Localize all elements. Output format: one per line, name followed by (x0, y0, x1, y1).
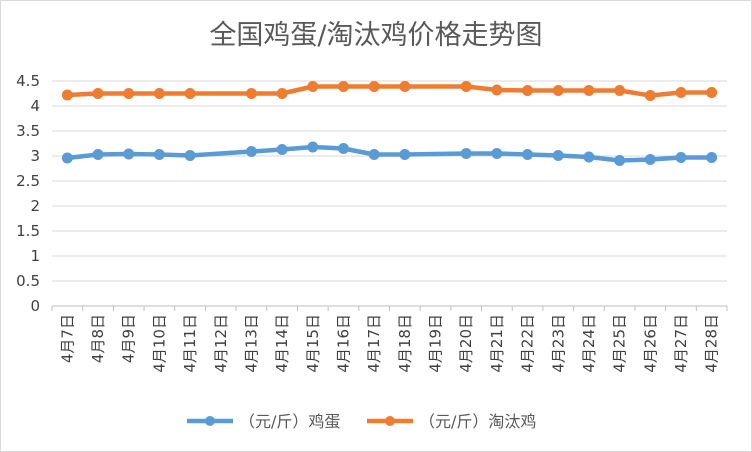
y-tick-label: 1 (30, 247, 40, 265)
x-tick-label: 4月19日 (427, 314, 445, 373)
data-point (153, 88, 165, 99)
data-point (368, 149, 380, 160)
data-point (583, 151, 595, 163)
legend-marker (205, 416, 215, 426)
data-point (245, 88, 257, 99)
x-tick-label: 4月7日 (58, 314, 76, 363)
data-point (337, 143, 349, 154)
legend-label: （元/斤）鸡蛋 (239, 412, 340, 431)
data-point (61, 152, 73, 164)
y-tick-label: 2.5 (16, 172, 40, 190)
x-tick-label: 4月28日 (703, 314, 721, 373)
data-point (92, 149, 104, 160)
legend-item: （元/斤）鸡蛋 (187, 412, 340, 431)
x-tick-label: 4月23日 (549, 314, 567, 373)
data-point (123, 88, 135, 99)
legend-label: （元/斤）淘汰鸡 (419, 412, 536, 431)
x-tick-label: 4月15日 (304, 314, 322, 373)
x-tick-label: 4月11日 (181, 314, 199, 373)
data-point (644, 90, 656, 101)
data-point (184, 150, 196, 161)
axes: 0 0.5 1 1.5 2 2.5 3 3.5 4 4.5 4月7日 4月8日 4月9日 4月10日 4月1… (16, 72, 728, 373)
x-tick-label: 4月20日 (457, 314, 475, 373)
x-tick-label: 4月18日 (396, 314, 414, 373)
data-point (337, 81, 349, 92)
data-point (552, 85, 564, 96)
gridlines (52, 80, 727, 282)
series-1 (61, 81, 718, 101)
data-point (123, 148, 135, 160)
x-tick-label: 4月25日 (611, 314, 629, 373)
data-point (307, 141, 319, 153)
data-point (92, 88, 104, 99)
x-tick-label: 4月16日 (334, 314, 352, 373)
x-tick-label: 4月8日 (89, 314, 107, 363)
data-point (460, 148, 472, 159)
data-point (491, 84, 503, 96)
x-tick-label: 4月10日 (150, 314, 168, 373)
data-point (706, 152, 718, 163)
data-point (614, 85, 626, 96)
chart-title: 全国鸡蛋/淘汰鸡价格走势图 (209, 20, 542, 51)
y-tick-label: 2 (30, 197, 40, 215)
data-point (368, 81, 380, 92)
data-point (276, 88, 288, 99)
data-point (583, 85, 595, 96)
x-tick-label: 4月13日 (242, 314, 260, 373)
data-point (460, 81, 472, 92)
x-tick-label: 4月27日 (672, 314, 690, 373)
data-point (706, 87, 718, 98)
x-tick-label: 4月21日 (488, 314, 506, 373)
data-point (245, 146, 257, 157)
y-tick-label: 4.5 (16, 72, 40, 90)
y-tick-label: 0.5 (16, 272, 40, 290)
x-tick-label: 4月17日 (365, 314, 383, 373)
data-point (522, 149, 534, 160)
x-tick-label: 4月9日 (120, 314, 138, 363)
data-point (307, 81, 319, 92)
data-point (644, 154, 656, 165)
x-tick-label: 4月14日 (273, 314, 291, 373)
series-0 (61, 141, 718, 166)
y-tick-label: 0 (30, 297, 40, 315)
x-tick-label: 4月26日 (641, 314, 659, 373)
legend: （元/斤）鸡蛋 （元/斤）淘汰鸡 (187, 412, 536, 431)
data-point (61, 89, 73, 101)
data-point (522, 85, 534, 96)
data-point (614, 155, 626, 166)
x-tick-label: 4月12日 (212, 314, 230, 373)
data-point (675, 152, 687, 163)
data-point (184, 88, 196, 99)
x-tick-label: 4月24日 (580, 314, 598, 373)
series (61, 81, 718, 166)
data-point (399, 149, 411, 160)
legend-item: （元/斤）淘汰鸡 (367, 412, 536, 431)
data-point (491, 148, 503, 159)
x-tick-label: 4月22日 (519, 314, 537, 373)
y-tick-label: 1.5 (16, 222, 40, 240)
data-point (675, 87, 687, 98)
y-tick-label: 3 (30, 147, 40, 165)
data-point (399, 81, 411, 92)
data-point (276, 144, 288, 155)
legend-marker (385, 416, 395, 426)
data-point (153, 149, 165, 160)
data-point (552, 150, 564, 161)
y-tick-label: 4 (30, 97, 40, 115)
y-tick-label: 3.5 (16, 122, 40, 140)
